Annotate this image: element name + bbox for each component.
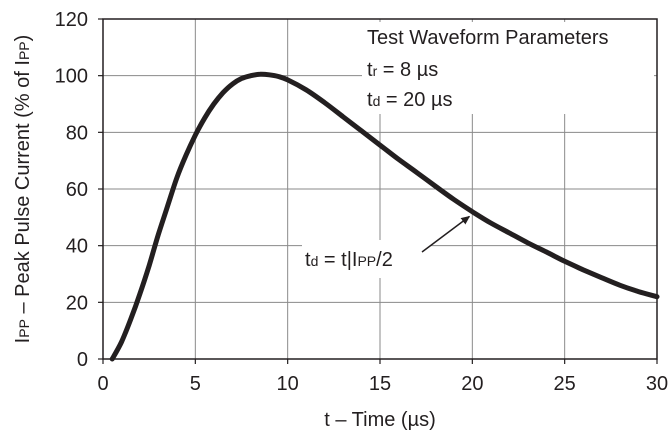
y-tick-label: 100	[55, 66, 88, 88]
x-tick-label: 5	[190, 373, 201, 395]
x-axis-title: t – Time (µs)	[324, 409, 436, 431]
annotation-label: td = t|IPP/2	[305, 249, 393, 271]
x-tick-label: 20	[461, 373, 483, 395]
axis-titles: t – Time (µs) IPP – Peak Pulse Current (%…	[12, 35, 436, 431]
y-tick-label: 120	[55, 9, 88, 31]
legend-box-background	[362, 22, 654, 114]
annotation-background	[302, 240, 430, 278]
legend-line: tr = 8 µs	[367, 59, 438, 81]
series-line	[109, 71, 660, 362]
tick-labels: 0 5 10 15 20 25 30 0 20 40 60 80 100 120	[55, 9, 669, 395]
y-tick-label: 60	[66, 179, 88, 201]
series-layer	[109, 71, 660, 362]
legend-line: td = 20 µs	[367, 89, 452, 111]
legend-title: Test Waveform Parameters	[367, 27, 609, 49]
x-tick-label: 30	[646, 373, 668, 395]
x-tick-label: 25	[554, 373, 576, 395]
y-tick-label: 40	[66, 236, 88, 258]
y-tick-label: 0	[77, 349, 88, 371]
y-axis-title: IPP – Peak Pulse Current (% of IPP)	[12, 35, 34, 344]
x-tick-label: 15	[369, 373, 391, 395]
y-tick-label: 20	[66, 292, 88, 314]
y-tick-label: 80	[66, 122, 88, 144]
annotation-arrow	[421, 215, 471, 253]
legend-box: Test Waveform Parameters tr = 8 µs td = 20…	[367, 27, 609, 111]
x-tick-label: 10	[277, 373, 299, 395]
annotation: td = t|IPP/2	[305, 215, 471, 271]
axes	[98, 18, 658, 364]
x-tick-label: 0	[97, 373, 108, 395]
